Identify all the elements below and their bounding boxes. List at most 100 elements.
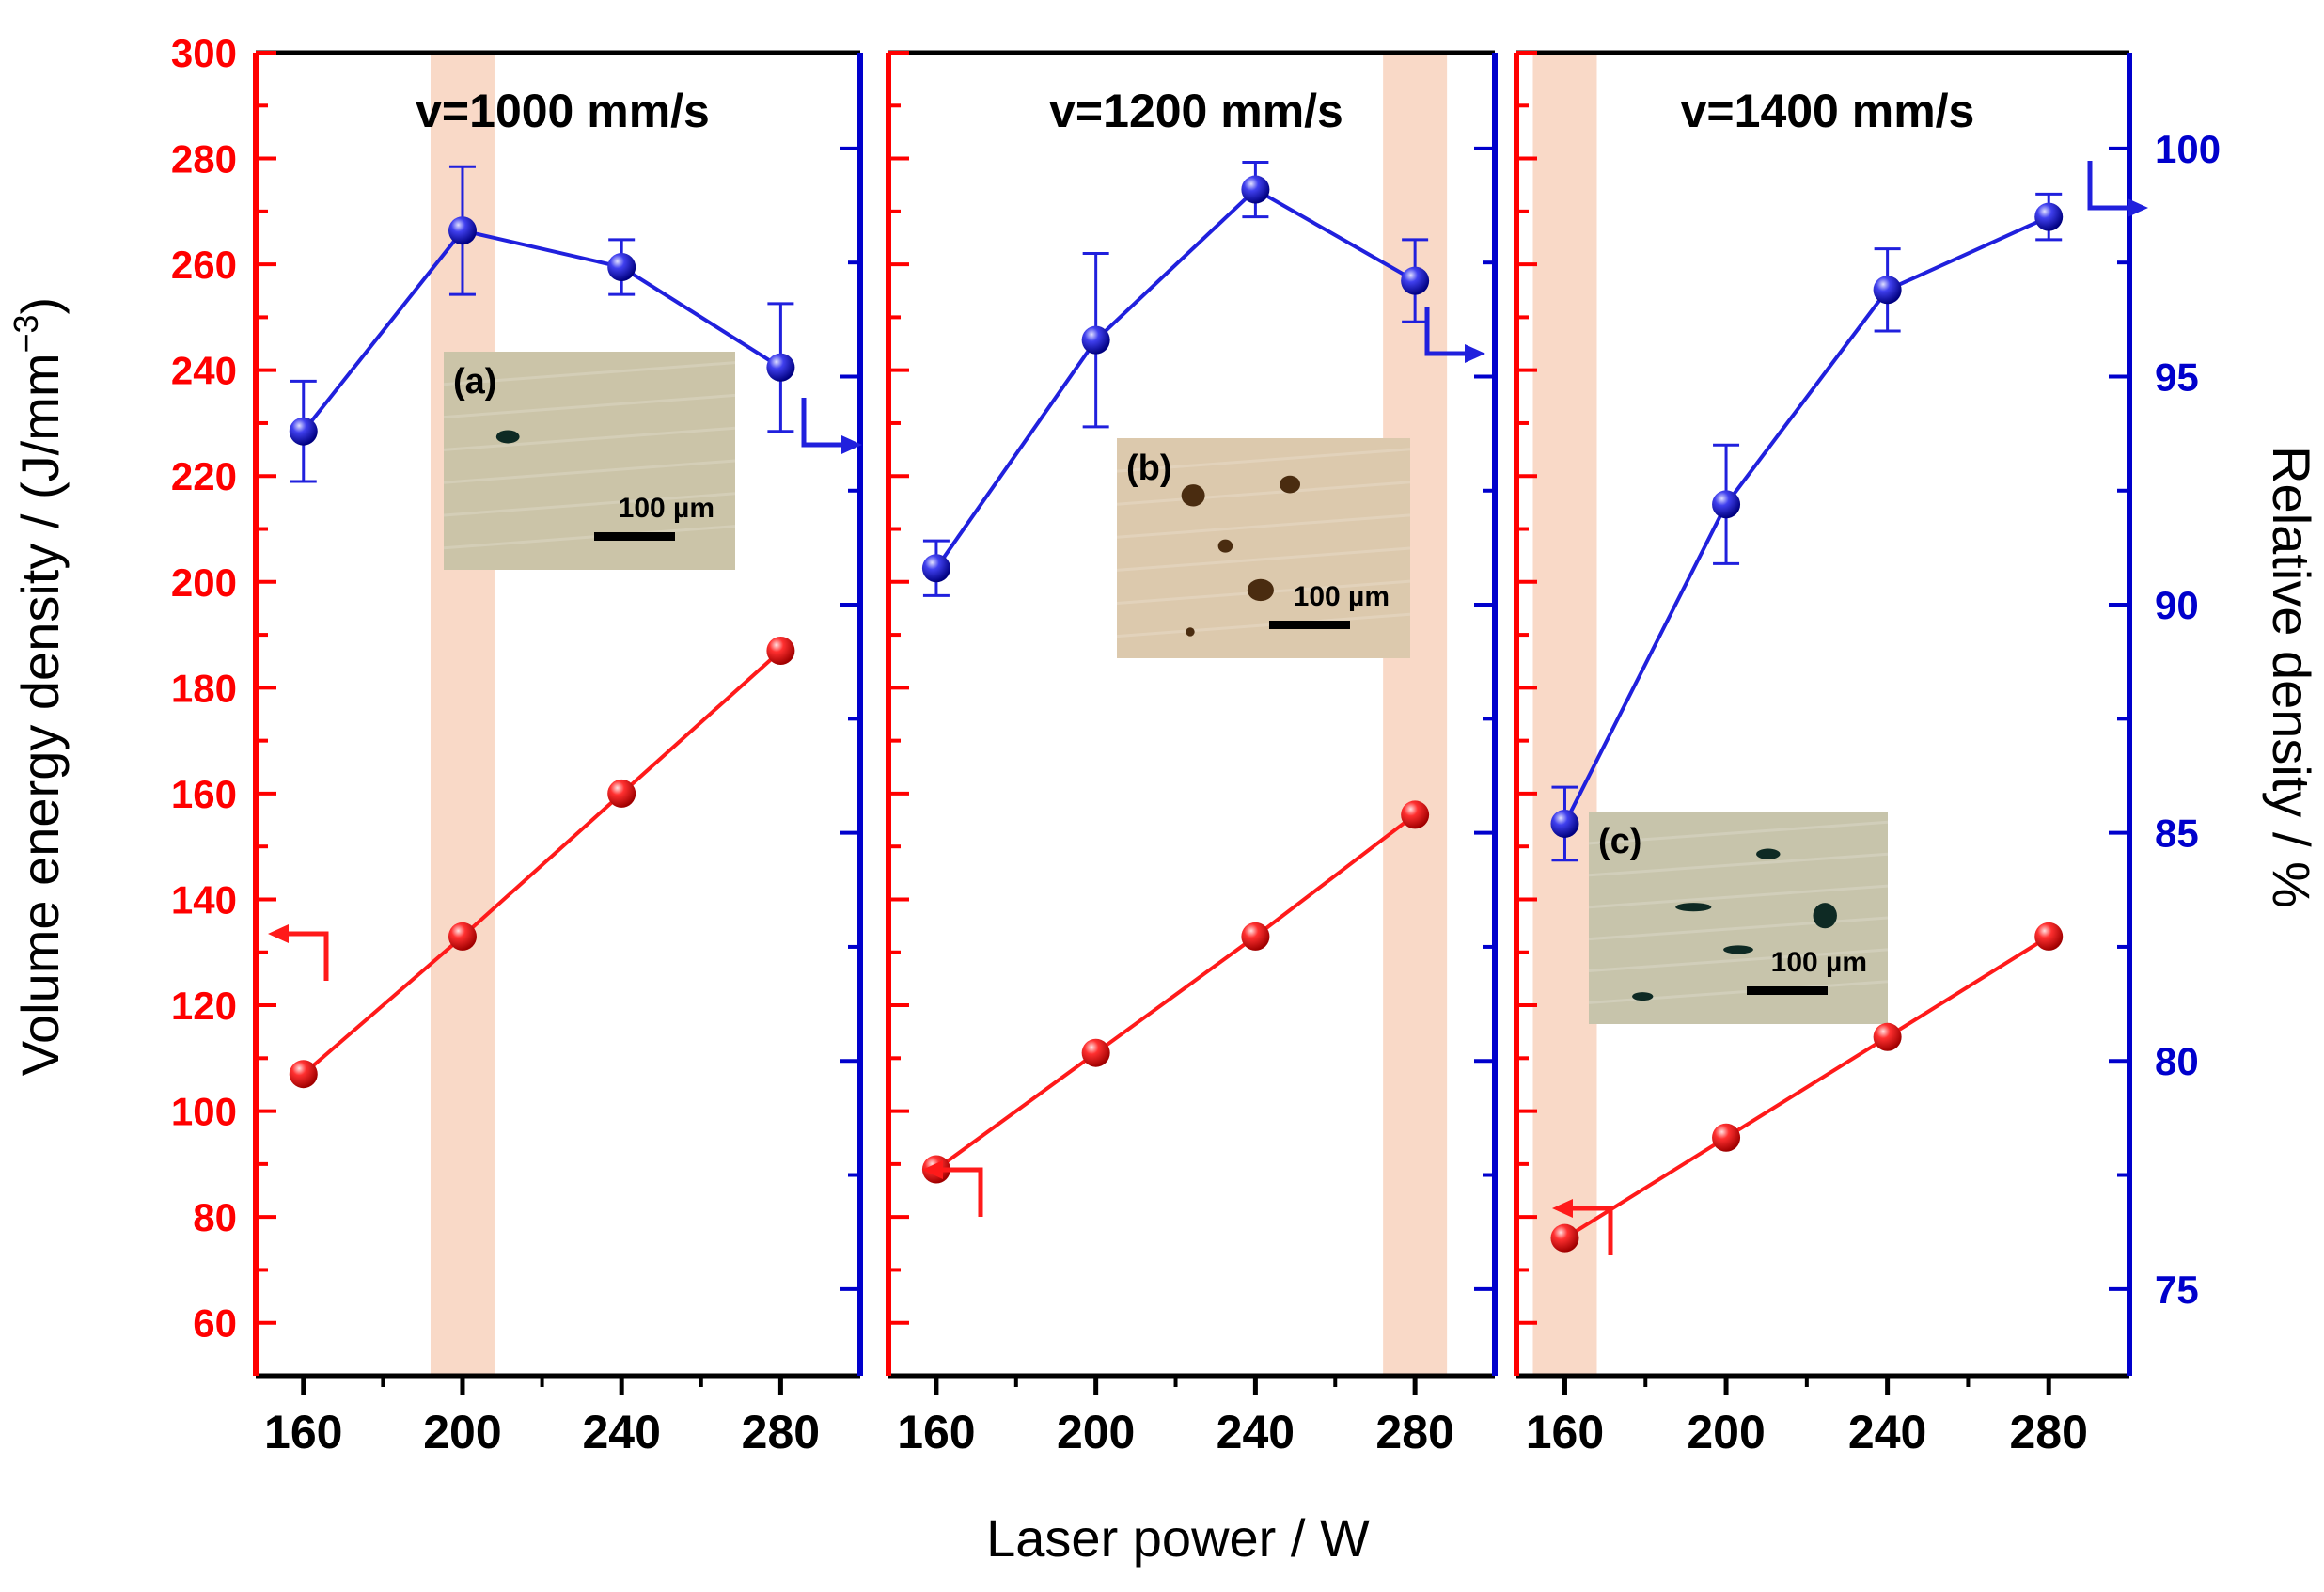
scale-bar	[594, 532, 675, 541]
panel-title: v=1400 mm/s	[1681, 85, 1975, 137]
energy-density-line	[1563, 935, 2050, 1240]
x-tick-label: 280	[1375, 1406, 1453, 1458]
x-tick-label: 280	[2009, 1406, 2087, 1458]
right-axis-arrow	[1424, 307, 1472, 356]
panel-frames	[253, 50, 2132, 1379]
left-axis-arrowhead	[922, 1160, 943, 1179]
tick-marks	[256, 51, 2129, 1395]
inset-texture-line	[1588, 884, 1889, 909]
panel-title: v=1200 mm/s	[1049, 85, 1343, 137]
inset-texture-line	[1588, 916, 1889, 941]
energy-density-point	[1550, 1223, 1579, 1253]
relative-density-point	[1873, 276, 1902, 305]
right-y-tick-label: 90	[2155, 583, 2199, 627]
relative-density-point	[766, 353, 795, 382]
left-y-tick-label: 180	[171, 666, 237, 710]
right-axis-arrowhead	[841, 435, 862, 454]
x-tick-label: 200	[1057, 1406, 1135, 1458]
left-axis-arrow	[281, 931, 329, 981]
energy-density-point	[448, 922, 477, 951]
left-y-tick-label: 300	[171, 31, 237, 75]
relative-density-point	[2034, 202, 2064, 231]
inset-texture-line	[1588, 852, 1889, 877]
right-y-tick-label: 100	[2155, 127, 2221, 171]
relative-density-line	[302, 228, 782, 433]
highlight-band	[1532, 53, 1597, 1376]
inset-texture-line	[1116, 481, 1411, 506]
x-tick-label: 200	[423, 1406, 501, 1458]
inset-texture-line	[1588, 820, 1889, 845]
right-axis-arrowhead	[2128, 198, 2148, 217]
inset-background	[1589, 812, 1888, 1024]
inset-pore	[1280, 475, 1300, 494]
left-axis-arrow	[935, 1167, 983, 1217]
right-axis-arrow	[2087, 161, 2135, 211]
right-axis-arrow	[801, 398, 849, 448]
right-y-tick-label: 85	[2155, 812, 2199, 856]
insets: (a) 100 µm (b) 100 µm (c) 100 µm	[443, 352, 1889, 1024]
left-y-tick-label: 80	[193, 1195, 237, 1239]
left-y-tick-label: 160	[171, 772, 237, 816]
inset-texture-line	[1116, 448, 1411, 473]
inset-texture-line	[1116, 612, 1411, 638]
energy-density-point	[1712, 1123, 1741, 1152]
x-tick-label: 240	[582, 1406, 660, 1458]
inset-label: (b)	[1126, 449, 1172, 488]
inset-pore	[1247, 578, 1274, 602]
x-tick-label: 200	[1687, 1406, 1765, 1458]
right-y-tick-label: 75	[2155, 1268, 2199, 1312]
relative-density-point	[607, 253, 636, 282]
inset-pore	[1181, 484, 1205, 507]
inset-pore	[1756, 848, 1781, 859]
x-tick-label: 160	[897, 1406, 975, 1458]
energy-density-point	[2034, 922, 2064, 951]
left-y-tick-label: 140	[171, 877, 237, 922]
x-tick-label: 240	[1217, 1406, 1295, 1458]
energy-density-point	[1081, 1038, 1110, 1067]
right-y-tick-label: 80	[2155, 1039, 2199, 1083]
left-y-tick-label: 120	[171, 984, 237, 1028]
axis-arrows	[268, 161, 2148, 1255]
left-axis-title-group: Volume energy density / (J/mm−3)	[7, 297, 70, 1076]
inset-background	[444, 352, 735, 570]
relative-density-point	[448, 216, 477, 245]
inset-pore	[495, 430, 520, 444]
energy-density-point	[766, 636, 795, 665]
inset-pore	[1217, 539, 1233, 553]
inset-pore	[1813, 903, 1837, 929]
relative-density-line	[934, 187, 1417, 570]
scale-bar-label: 100 µm	[619, 493, 714, 524]
relative-density-line	[1562, 214, 2050, 825]
scale-bar	[1269, 621, 1350, 629]
inset-texture-line	[443, 426, 736, 451]
inset-pore	[1723, 945, 1753, 954]
relative-density-point	[1550, 809, 1579, 838]
x-tick-label: 240	[1848, 1406, 1926, 1458]
left-y-tick-label: 260	[171, 243, 237, 287]
scale-bar-label: 100 µm	[1771, 947, 1867, 978]
x-tick-label: 160	[264, 1406, 342, 1458]
inset-texture-line	[443, 361, 736, 386]
inset-texture-line	[1116, 513, 1411, 539]
inset-pore	[1632, 992, 1654, 1001]
panel-title: v=1000 mm/s	[416, 85, 710, 137]
energy-density-line	[934, 812, 1417, 1172]
relative-density-point	[1241, 175, 1270, 204]
inset-texture-line	[443, 459, 736, 484]
right-axis-title-group: Relative density / %	[2262, 446, 2321, 908]
left-y-tick-label: 240	[171, 349, 237, 393]
energy-density-point	[607, 779, 636, 808]
relative-density-point	[1401, 266, 1430, 295]
energy-density-line	[302, 649, 782, 1076]
x-tick-label: 280	[742, 1406, 820, 1458]
inset-texture-line	[443, 393, 736, 419]
scale-bar-label: 100 µm	[1294, 581, 1390, 612]
inset-label: (a)	[453, 362, 496, 402]
left-y-tick-label: 60	[193, 1301, 237, 1346]
energy-density-point	[1873, 1022, 1902, 1051]
scale-bar	[1747, 986, 1828, 995]
inset-texture-line	[443, 525, 736, 550]
inset-micrograph: (b) 100 µm	[1116, 438, 1411, 658]
